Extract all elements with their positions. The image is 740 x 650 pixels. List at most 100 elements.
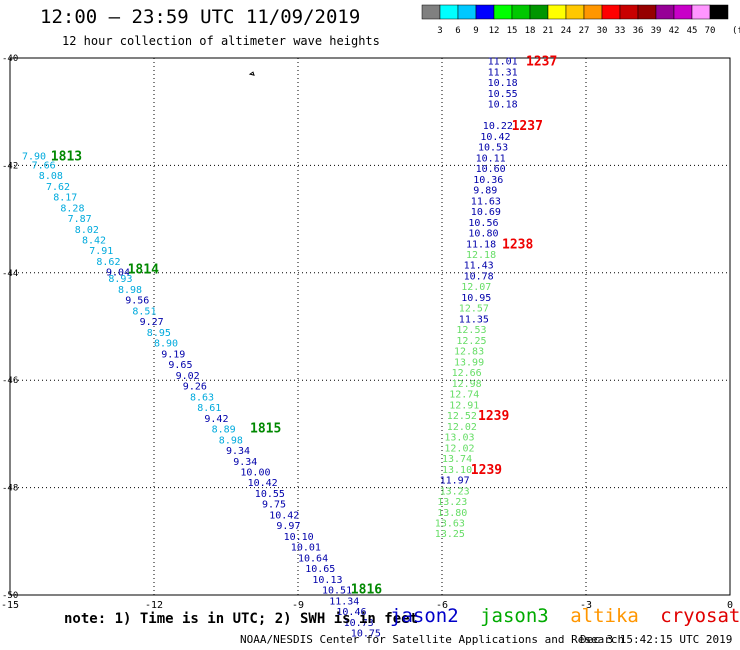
time-label: 1238 — [502, 237, 533, 252]
colorbar-label: 70 — [705, 26, 716, 36]
wave-height-label: 8.28 — [60, 203, 84, 214]
wave-height-label: 12.07 — [461, 282, 491, 293]
colorbar-label: 36 — [633, 26, 644, 36]
wave-height-label: 13.03 — [444, 433, 474, 444]
wave-height-label: 10.55 — [255, 489, 285, 500]
wave-height-label: 12.66 — [452, 368, 482, 379]
wave-height-label: 9.89 — [473, 186, 497, 197]
wave-height-label: 8.08 — [39, 171, 63, 182]
wave-height-label: 7.66 — [32, 160, 56, 171]
wave-height-label: 8.98 — [219, 435, 243, 446]
wave-height-label: 10.18 — [488, 78, 518, 89]
wave-height-label: 13.10 — [442, 465, 472, 476]
wave-height-label: 10.78 — [464, 271, 494, 282]
wave-height-label: 10.53 — [478, 143, 508, 154]
wave-height-label: 10.73 — [344, 618, 374, 629]
wave-height-label: 8.17 — [53, 193, 77, 204]
y-tick-label: -50 — [2, 591, 18, 601]
wave-height-label: 13.74 — [442, 454, 472, 465]
wave-height-label: 8.02 — [75, 225, 99, 236]
wave-height-label: 13.80 — [437, 508, 467, 519]
wave-height-label: 11.18 — [466, 239, 496, 250]
wave-height-label: 12.57 — [459, 304, 489, 315]
wave-height-label: 8.98 — [118, 285, 142, 296]
colorbar-label: 33 — [615, 26, 626, 36]
wave-height-label: 13.23 — [437, 497, 467, 508]
wave-height-label: 12.18 — [466, 250, 496, 261]
mission-altika: altika — [570, 605, 639, 627]
time-label: 1237 — [526, 55, 557, 70]
x-tick-label: -3 — [580, 600, 592, 611]
wave-height-label: 13.99 — [454, 357, 484, 368]
wave-height-label: 10.95 — [461, 293, 491, 304]
y-tick-label: -44 — [2, 269, 18, 279]
time-label: 1814 — [128, 263, 159, 278]
wave-height-label: 8.89 — [212, 425, 236, 436]
wave-height-label: 13.23 — [440, 486, 470, 497]
time-label: 1816 — [351, 583, 382, 598]
wave-height-label: 13.25 — [435, 529, 465, 540]
footer-note: note: 1) Time is in UTC; 2) SWH is in fe… — [64, 611, 419, 627]
colorbar-label: 30 — [597, 26, 608, 36]
wave-height-label: 7.90 — [22, 152, 46, 163]
colorbar-unit: (ft) — [732, 26, 740, 36]
wave-height-label: 12.52 — [447, 411, 477, 422]
time-label: 1239 — [478, 409, 509, 424]
credit-line: NOAA/NESDIS Center for Satellite Applica… — [240, 633, 625, 646]
plot-frame — [9, 57, 731, 596]
y-tick-label: -46 — [2, 376, 18, 386]
colorbar-label: 12 — [489, 26, 500, 36]
x-tick-label: -15 — [1, 600, 19, 611]
wave-height-label: 10.64 — [298, 553, 328, 564]
wave-height-label: 10.56 — [468, 218, 498, 229]
wave-height-label: 9.56 — [125, 296, 149, 307]
colorbar-label: 42 — [669, 26, 680, 36]
wave-height-label: 9.34 — [233, 457, 257, 468]
mission-legend: jason2 jason3 altika cryosat s3a — [390, 605, 740, 627]
wave-height-label: 10.11 — [476, 153, 506, 164]
wave-height-label: 11.01 — [488, 57, 518, 68]
wave-height-label: 9.19 — [161, 349, 185, 360]
wave-height-label: 9.42 — [204, 414, 228, 425]
x-tick-label: 0 — [727, 600, 733, 611]
time-label: 1815 — [250, 421, 281, 436]
mission-jason3: jason3 — [480, 605, 549, 627]
wave-height-label: 8.93 — [108, 274, 132, 285]
wave-height-label: 10.80 — [468, 229, 498, 240]
wave-height-label: 10.22 — [483, 121, 513, 132]
wave-height-label: 12.02 — [444, 443, 474, 454]
wave-height-label: 10.65 — [305, 564, 335, 575]
wave-height-label: 11.43 — [464, 261, 494, 272]
colorbar-label: 21 — [543, 26, 554, 36]
wave-height-label: 12.91 — [449, 400, 479, 411]
wave-height-label: 8.42 — [82, 236, 106, 247]
wave-height-label: 11.34 — [329, 596, 359, 607]
mission-jason2: jason2 — [390, 605, 459, 627]
wave-height-label: 10.60 — [476, 164, 506, 175]
colorbar-label: 27 — [579, 26, 590, 36]
wave-height-label: 11.97 — [440, 476, 470, 487]
wave-height-label: 10.13 — [312, 575, 342, 586]
wave-height-label: 10.18 — [488, 100, 518, 111]
y-tick-label: -42 — [2, 161, 18, 171]
colorbar-label: 24 — [561, 26, 572, 36]
wave-height-label: 9.26 — [183, 382, 207, 393]
x-tick-label: -12 — [145, 600, 163, 611]
wave-height-label: 10.42 — [480, 132, 510, 143]
colorbar-label: 15 — [507, 26, 518, 36]
wave-height-label: 12.53 — [456, 325, 486, 336]
wave-height-label: 8.90 — [154, 339, 178, 350]
wave-height-label: 11.35 — [459, 314, 489, 325]
time-label: 1237 — [512, 119, 543, 134]
wave-height-label: 10.69 — [471, 207, 501, 218]
wave-height-label: 10.42 — [269, 510, 299, 521]
wave-height-label: 10.42 — [248, 478, 278, 489]
wave-height-label: 7.62 — [46, 182, 70, 193]
wave-height-label: 10.00 — [240, 467, 270, 478]
colorbar-label: 45 — [687, 26, 698, 36]
wave-height-label: 13.63 — [435, 519, 465, 530]
wave-height-label: 10.01 — [291, 543, 321, 554]
